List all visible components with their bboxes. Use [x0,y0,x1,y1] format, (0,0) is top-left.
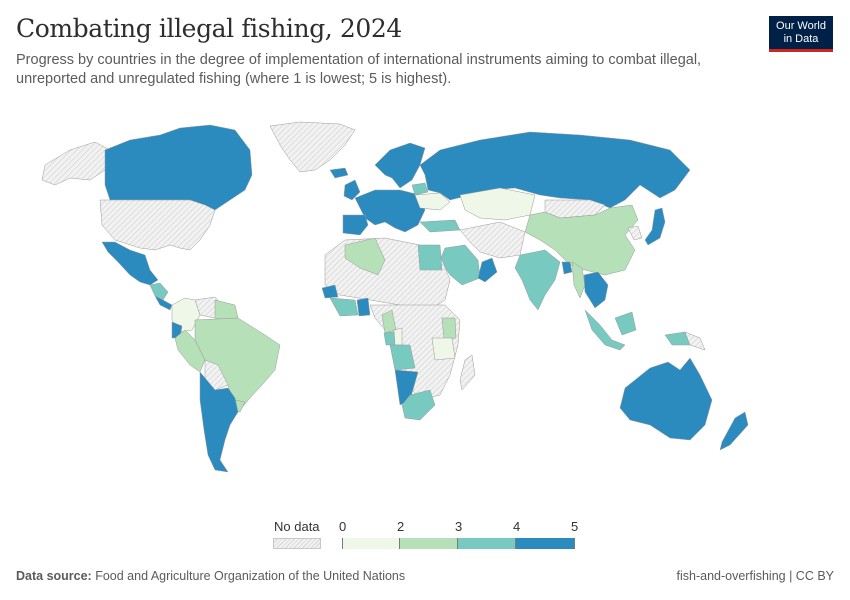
region-thailand-vietnam[interactable] [583,271,609,309]
region-canada[interactable] [104,124,253,211]
region-belarus[interactable] [411,182,429,196]
region-japan[interactable] [644,207,666,246]
region-borneo[interactable] [614,311,637,336]
region-usa[interactable] [99,199,216,251]
legend: No data 0 2 3 4 5 [0,515,850,555]
region-egypt[interactable] [417,244,443,271]
data-source-text[interactable]: Food and Agriculture Organization of the… [95,569,406,583]
region-uk-ireland[interactable] [343,179,361,201]
legend-tick-0: 0 [339,519,347,534]
region-tanzania[interactable] [431,337,456,361]
legend-tick-2: 2 [397,519,405,534]
legend-no-data-swatch[interactable] [273,538,321,549]
region-india[interactable] [514,249,561,311]
region-alaska[interactable] [41,141,111,186]
region-bolivia[interactable] [204,359,229,391]
region-western-europe[interactable] [354,189,426,233]
legend-bin-3-4[interactable] [458,538,516,549]
legend-tick-5: 5 [571,519,579,534]
logo-line-1: Our World [776,20,826,32]
region-russia[interactable] [419,131,691,209]
owid-logo[interactable]: Our World in Data [769,16,833,52]
region-iberia[interactable] [342,214,369,236]
logo-line-2: in Data [783,33,819,45]
chart-title: Combating illegal fishing, 2024 [16,14,402,43]
region-kazakhstan[interactable] [459,187,536,221]
region-china[interactable] [524,204,639,276]
region-iran-afghanistan[interactable] [459,221,526,259]
region-new-zealand[interactable] [719,411,749,451]
region-argentina-chile[interactable] [199,371,239,473]
region-greenland[interactable] [269,121,356,173]
chart-subtitle: Progress by countries in the degree of i… [16,52,702,87]
region-south-africa[interactable] [401,389,436,421]
legend-bin-4-5[interactable] [516,538,575,549]
region-myanmar[interactable] [571,261,586,299]
region-angola[interactable] [389,344,416,371]
region-oman[interactable] [477,257,498,283]
region-ghana[interactable] [356,297,371,317]
legend-tick-3: 3 [455,519,463,534]
region-australia[interactable] [619,357,713,441]
region-senegal[interactable] [321,284,339,299]
region-ukraine[interactable] [414,192,451,211]
data-source-label: Data source: [16,569,92,583]
region-indonesia-malaysia[interactable] [584,309,626,351]
region-peru[interactable] [174,329,206,373]
region-turkey[interactable] [419,219,461,233]
region-costa-rica-panama[interactable] [154,295,173,311]
region-bangladesh[interactable] [561,261,573,275]
legend-bin-0-2[interactable] [342,538,400,549]
region-mexico[interactable] [101,241,159,286]
region-scandinavia[interactable] [374,142,426,189]
legend-tick-4: 4 [513,519,521,534]
region-guianas[interactable] [214,299,239,321]
world-map[interactable] [0,110,850,510]
region-central-america[interactable] [149,282,169,301]
region-algeria[interactable] [344,237,386,276]
region-west-africa-teal[interactable] [329,297,359,317]
legend-no-data-label: No data [274,519,320,534]
region-png[interactable] [684,331,706,351]
region-kenya[interactable] [441,317,457,341]
region-madagascar[interactable] [459,354,476,391]
legend-bin-2-3[interactable] [400,538,458,549]
region-iceland[interactable] [329,167,349,179]
region-korea[interactable] [627,225,643,241]
region-congo[interactable] [393,327,403,346]
data-source: Data source: Food and Agriculture Organi… [16,569,405,583]
footer-license[interactable]: fish-and-overfishing | CC BY [676,569,834,583]
